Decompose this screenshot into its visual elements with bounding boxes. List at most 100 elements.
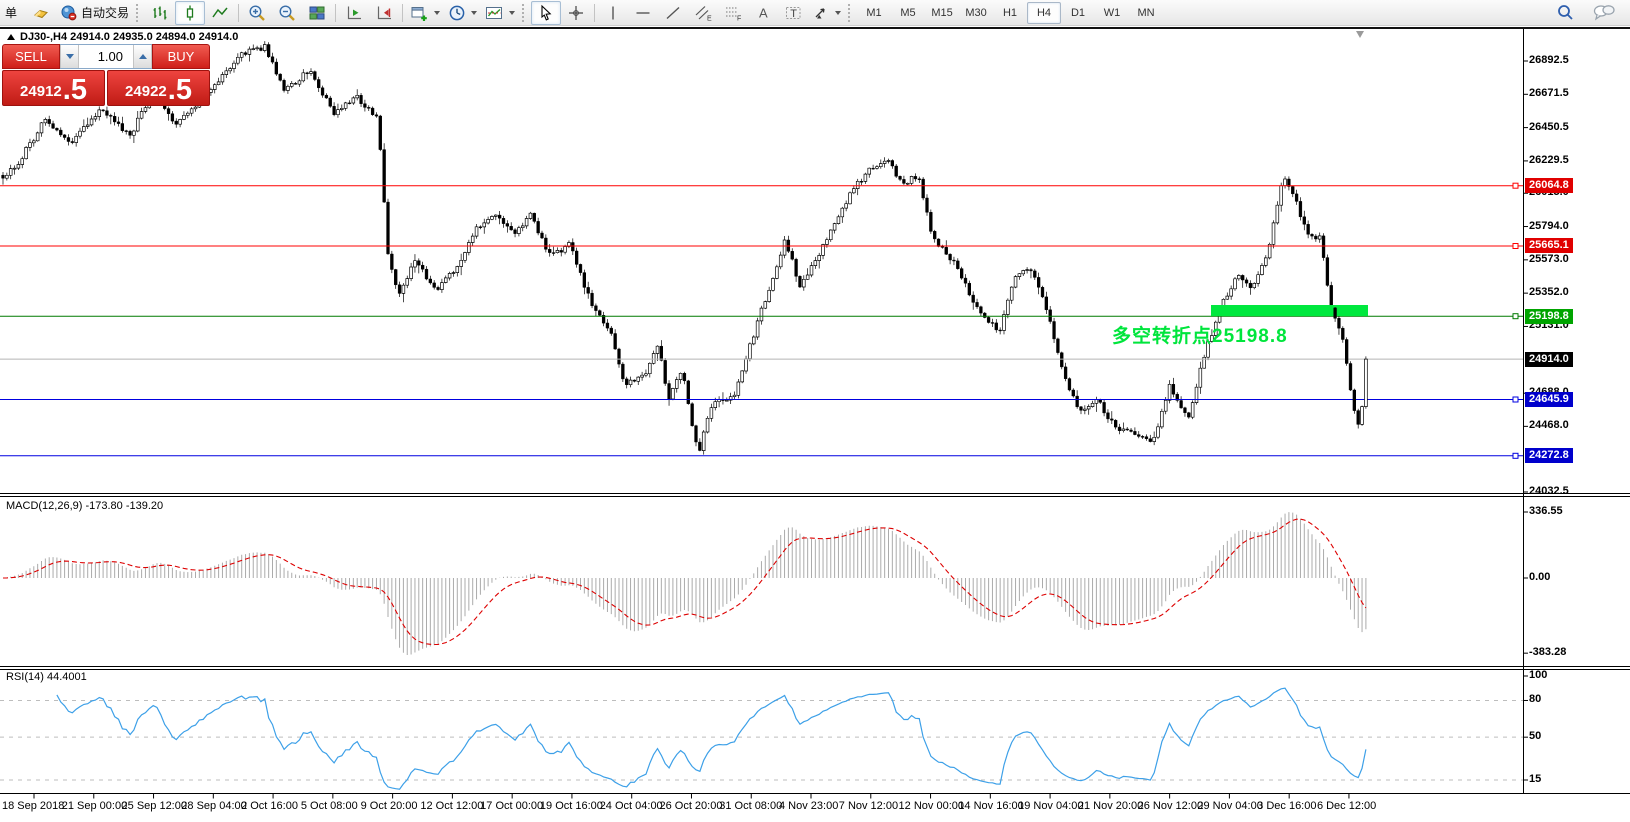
svg-text:E: E	[707, 15, 712, 22]
volume-input[interactable]: 1.00	[97, 49, 123, 64]
equidistant-channel-button[interactable]: E	[688, 1, 718, 25]
sell-price-box[interactable]: 24912 .5	[2, 70, 105, 106]
text-label-icon: T	[785, 6, 801, 19]
dropdown-arrow-icon	[471, 10, 478, 15]
macd-signal-line	[2, 518, 1367, 646]
collapse-icon[interactable]	[7, 34, 15, 40]
chart-shift-marker[interactable]	[1356, 31, 1364, 38]
tf-button-W1[interactable]: W1	[1103, 6, 1121, 19]
tf-button-H1[interactable]: H1	[1002, 6, 1018, 19]
tf-button-D1[interactable]: D1	[1070, 6, 1086, 19]
chart-line-button[interactable]	[205, 1, 235, 25]
svg-text:T: T	[790, 7, 797, 19]
auto-scroll-icon	[347, 6, 362, 19]
indicators-button[interactable]	[481, 1, 519, 25]
buy-price-box[interactable]: 24922 .5	[107, 70, 210, 106]
tf-button-M1[interactable]: M1	[866, 6, 882, 19]
hline-handle[interactable]	[1512, 243, 1519, 249]
indicators-icon	[486, 6, 503, 19]
hline-handle[interactable]	[1512, 396, 1519, 403]
bull-candles	[1360, 358, 1368, 425]
new-chart-button[interactable]	[406, 1, 444, 25]
volume-decrease-button[interactable]	[60, 45, 79, 68]
order-ticket-button[interactable]	[26, 1, 56, 25]
tf-button-H4[interactable]: H4	[1027, 1, 1062, 24]
auto-trading-label: 自动交易	[81, 6, 130, 20]
rsi-label: RSI(14) 44.4001	[6, 671, 87, 683]
hline-handle[interactable]	[1512, 182, 1519, 189]
tf-button-M5[interactable]: M5	[900, 6, 916, 19]
tile-windows-button[interactable]	[302, 1, 332, 25]
bull-candles	[5, 44, 1322, 451]
chart-shift-button[interactable]	[369, 1, 399, 25]
chart-title-text: DJ30-,H4 24914.0 24935.0 24894.0 24914.0	[20, 31, 239, 43]
toolbar-gripper[interactable]	[848, 3, 852, 22]
line-chart-icon	[212, 7, 228, 17]
svg-text:A: A	[759, 5, 768, 20]
auto-scroll-button[interactable]	[339, 1, 369, 25]
horizontal-line-button[interactable]	[628, 1, 658, 25]
horizontal-line-icon	[636, 11, 650, 14]
bear-candles	[1333, 307, 1360, 425]
tf-button-M30[interactable]: M30	[965, 6, 987, 19]
order-ticket-icon	[34, 9, 48, 18]
triangle-down-icon	[65, 54, 74, 59]
vertical-line-button[interactable]	[598, 1, 628, 25]
arrows-icon	[815, 7, 825, 18]
timeframe-toolbar: M1 M5 M15 M30 H1 H4 D1 W1 MN	[857, 1, 1163, 24]
fibonacci-button[interactable]: F	[718, 1, 748, 25]
rsi-line	[56, 687, 1367, 790]
tf-button-MN[interactable]: MN	[1137, 6, 1155, 19]
sell-price-main: 24912	[20, 83, 62, 100]
hline-handle[interactable]	[1512, 313, 1519, 320]
text-button[interactable]: A	[748, 1, 778, 25]
macd-histogram	[6, 512, 1367, 655]
window-top-border	[0, 27, 1630, 29]
chart-title: DJ30-,H4 24914.0 24935.0 24894.0 24914.0	[7, 31, 238, 43]
search-button[interactable]	[1550, 1, 1580, 25]
periods-button[interactable]	[444, 1, 481, 25]
volume-stepper: 1.00	[60, 44, 152, 69]
crosshair-button[interactable]	[561, 1, 591, 25]
toolbar-separator	[594, 3, 596, 22]
buy-button-label: BUY	[167, 49, 195, 64]
candlestick-icon	[186, 5, 194, 20]
highlight-zone[interactable]	[1211, 305, 1368, 316]
toolbar-gripper[interactable]	[136, 3, 140, 22]
new-order-button[interactable]: 单	[0, 1, 26, 25]
arrows-button[interactable]	[808, 1, 845, 25]
toolbar-separator	[238, 3, 240, 22]
chart-annotation-text[interactable]: 多空转折点25198.8	[1112, 326, 1288, 347]
trendline-icon	[666, 6, 680, 19]
toolbar-separator	[402, 3, 404, 22]
auto-trading-icon	[61, 5, 77, 20]
crosshair-icon	[569, 5, 584, 20]
sell-button[interactable]: SELL	[2, 44, 60, 69]
toolbar-separator	[335, 3, 337, 22]
one-click-trading-panel: SELL 1.00 BUY 24912 .5 24922 .5	[2, 44, 210, 106]
clock-icon	[449, 5, 465, 20]
zoom-out-button[interactable]	[272, 1, 302, 25]
search-icon	[1558, 4, 1573, 20]
chart-candles-button[interactable]	[175, 0, 206, 25]
sell-button-label: SELL	[15, 49, 47, 64]
sell-price-fraction: .5	[62, 74, 87, 107]
volume-increase-button[interactable]	[133, 45, 152, 68]
chat-bubbles-icon	[1593, 4, 1615, 21]
buy-button[interactable]: BUY	[152, 44, 210, 69]
toolbar-gripper[interactable]	[522, 3, 526, 22]
text-label-button[interactable]: T	[778, 1, 808, 25]
dropdown-arrow-icon	[835, 10, 842, 15]
auto-trading-button[interactable]: 自动交易	[56, 1, 133, 25]
zoom-in-button[interactable]	[242, 1, 272, 25]
chat-button[interactable]	[1588, 1, 1620, 25]
hline-handle[interactable]	[1512, 452, 1519, 459]
zoom-in-icon	[249, 4, 265, 21]
chart-bars-button[interactable]	[145, 1, 175, 25]
new-order-label: 单	[4, 6, 17, 20]
trendline-button[interactable]	[658, 1, 688, 25]
tf-button-M15[interactable]: M15	[931, 6, 953, 19]
cursor-button[interactable]	[531, 0, 562, 25]
